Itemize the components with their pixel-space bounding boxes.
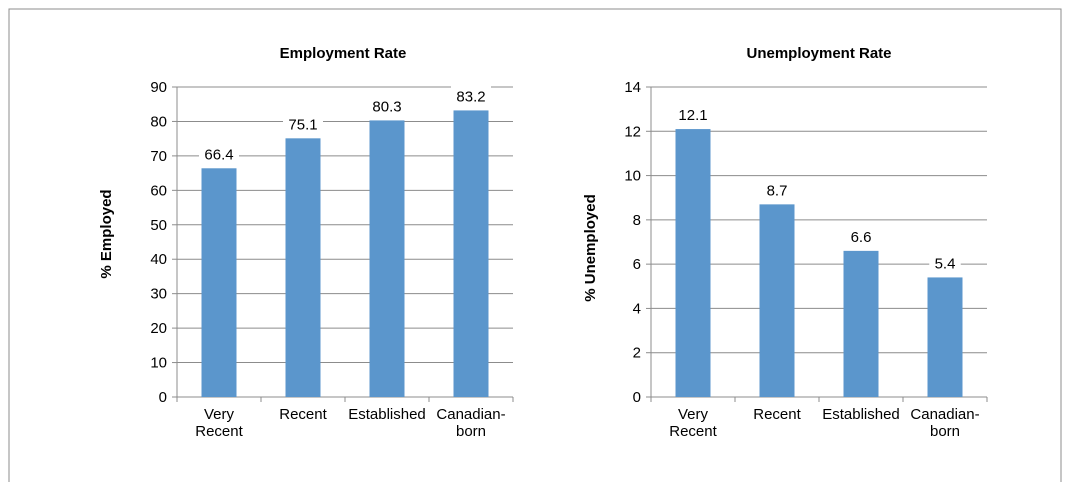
data-label: 75.1 [288,116,317,133]
x-tick-label: Very [204,406,235,423]
y-tick-label: 4 [633,300,641,317]
y-tick-label: 50 [150,217,167,234]
y-tick-label: 10 [150,355,167,372]
y-tick-label: 0 [633,389,641,406]
x-tick-label: Recent [669,423,717,440]
bar [285,138,321,398]
x-tick-label: Canadian- [910,406,979,423]
unemployment-rate-chart: Unemployment Rate % Unemployed 0 2 4 6 8 10 12 14… [582,45,988,440]
x-tick-label: born [930,423,960,440]
x-tick-label: Recent [279,406,327,423]
data-label: 6.6 [851,229,872,246]
y-tick-label: 70 [150,148,167,165]
y-tick-label: 8 [633,212,641,229]
employment-rate-chart: Employment Rate % Employed 0 10 20 30 40 50 60 70… [98,45,514,440]
y-axis-label: % Unemployed [582,194,599,302]
data-label: 12.1 [678,107,707,124]
data-label-background [199,144,239,164]
data-label: 8.7 [767,182,788,199]
y-tick-label: 20 [150,320,167,337]
x-tick-label: Canadian- [436,406,505,423]
y-axis-label: % Employed [98,189,115,278]
data-label-background [929,253,961,273]
bar [453,110,489,397]
x-tick-label: Established [822,406,900,423]
y-tick-label: 30 [150,286,167,303]
y-tick-label: 60 [150,182,167,199]
bar [369,120,405,398]
y-tick-label: 40 [150,251,167,268]
bar [927,277,963,397]
x-tick-label: born [456,423,486,440]
x-tick-label: Very [678,406,709,423]
data-label-background [845,226,877,246]
bar [759,204,795,397]
bar [201,168,237,397]
y-tick-label: 90 [150,79,167,96]
bar [843,250,879,397]
y-tick-label: 80 [150,113,167,130]
y-tick-label: 2 [633,345,641,362]
data-label: 66.4 [204,146,233,163]
chart-title: Employment Rate [280,45,407,62]
data-label-background [673,105,713,125]
data-label: 80.3 [372,98,401,115]
y-tick-label: 0 [159,389,167,406]
figure-frame [8,8,1062,482]
y-tick-label: 12 [624,123,641,140]
x-tick-label: Established [348,406,426,423]
data-label-background [283,114,323,134]
y-tick-label: 14 [624,79,641,96]
bar [675,129,711,398]
data-label-background [367,96,407,116]
chart-title: Unemployment Rate [746,45,891,62]
data-label: 5.4 [935,255,956,272]
data-label-background [451,86,491,106]
x-tick-label: Recent [753,406,801,423]
y-tick-label: 10 [624,168,641,185]
data-label: 83.2 [456,88,485,105]
x-tick-label: Recent [195,423,243,440]
data-label-background [761,180,793,200]
y-tick-label: 6 [633,256,641,273]
